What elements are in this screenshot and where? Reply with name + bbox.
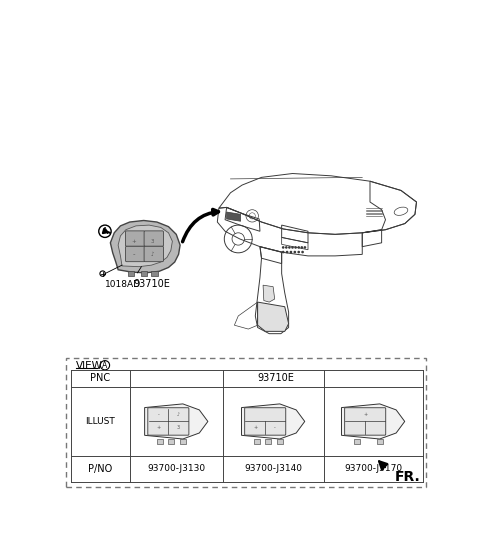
Text: +: +: [156, 425, 160, 430]
FancyBboxPatch shape: [180, 439, 186, 444]
Text: +: +: [253, 425, 257, 430]
Text: FR.: FR.: [395, 470, 420, 484]
Text: A: A: [102, 227, 108, 236]
Text: 93700-J3170: 93700-J3170: [344, 464, 402, 473]
Circle shape: [304, 247, 305, 248]
Circle shape: [290, 252, 291, 253]
FancyBboxPatch shape: [125, 247, 145, 261]
Circle shape: [286, 247, 287, 248]
FancyBboxPatch shape: [168, 439, 174, 444]
Polygon shape: [258, 302, 288, 331]
FancyBboxPatch shape: [144, 231, 164, 247]
Text: 93710E: 93710E: [133, 279, 170, 289]
Text: 1018AD: 1018AD: [105, 280, 141, 289]
Text: P/NO: P/NO: [88, 464, 112, 474]
FancyBboxPatch shape: [144, 247, 164, 261]
Polygon shape: [144, 404, 208, 439]
Polygon shape: [341, 404, 405, 439]
FancyBboxPatch shape: [377, 439, 383, 444]
FancyBboxPatch shape: [125, 231, 145, 247]
FancyBboxPatch shape: [354, 439, 360, 444]
Text: -: -: [274, 425, 276, 430]
Text: +: +: [131, 239, 136, 244]
Text: A: A: [102, 361, 108, 370]
FancyBboxPatch shape: [276, 439, 283, 444]
Polygon shape: [263, 285, 275, 302]
Text: +: +: [363, 413, 367, 418]
Text: 93700-J3140: 93700-J3140: [244, 464, 302, 473]
FancyBboxPatch shape: [148, 408, 189, 435]
Circle shape: [289, 247, 290, 248]
Text: PNC: PNC: [90, 373, 110, 383]
FancyBboxPatch shape: [141, 271, 147, 276]
FancyBboxPatch shape: [128, 271, 134, 276]
FancyBboxPatch shape: [245, 408, 286, 435]
Circle shape: [301, 247, 302, 248]
Polygon shape: [110, 220, 180, 273]
Text: 3: 3: [150, 239, 154, 244]
Circle shape: [302, 252, 303, 253]
Text: 93700-J3130: 93700-J3130: [147, 464, 205, 473]
FancyBboxPatch shape: [345, 408, 386, 435]
Text: 3: 3: [177, 425, 180, 430]
FancyBboxPatch shape: [152, 271, 157, 276]
Polygon shape: [227, 212, 240, 221]
Circle shape: [292, 247, 293, 248]
Circle shape: [298, 247, 300, 248]
Text: 93710E: 93710E: [258, 373, 295, 383]
Circle shape: [298, 252, 300, 253]
Text: VIEW: VIEW: [75, 361, 102, 371]
Circle shape: [295, 247, 296, 248]
Circle shape: [294, 252, 296, 253]
Text: ♪: ♪: [177, 413, 180, 418]
Text: ILLUST: ILLUST: [85, 417, 115, 426]
Text: ♪: ♪: [150, 252, 154, 257]
Polygon shape: [118, 225, 172, 266]
Text: -: -: [132, 252, 135, 258]
Polygon shape: [241, 404, 305, 439]
Text: -: -: [157, 413, 159, 418]
FancyBboxPatch shape: [265, 439, 271, 444]
Circle shape: [283, 252, 284, 253]
Circle shape: [287, 252, 288, 253]
FancyBboxPatch shape: [253, 439, 260, 444]
FancyBboxPatch shape: [156, 439, 163, 444]
Circle shape: [283, 247, 284, 248]
